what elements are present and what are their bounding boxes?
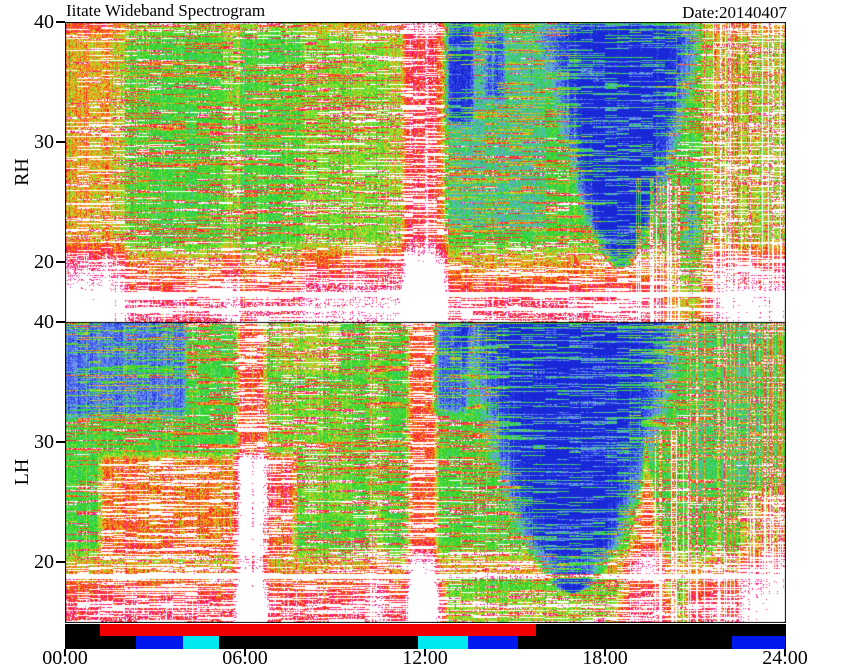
y-tick [56,141,65,143]
status-bar-row-1 [65,624,786,636]
x-tick [244,649,246,655]
status-bar-segment [467,636,518,649]
lh-panel-label: LH [10,458,33,486]
y-tick [56,261,65,263]
y-tick-label: 40 [34,311,54,333]
y-tick [56,321,65,323]
x-tick-label: 06:00 [222,647,268,668]
date-label: Date:20140407 [682,3,787,22]
x-tick [64,649,66,655]
status-bar-segment [731,636,785,649]
status-bar-segment [136,636,183,649]
status-bar-segment [65,636,137,649]
spectrogram-canvas [65,22,786,623]
x-tick [424,649,426,655]
y-tick [56,561,65,563]
x-tick [604,649,606,655]
status-bar-segment [536,624,785,636]
y-tick-label: 40 [34,11,54,33]
status-bar-segment [182,636,219,649]
status-bar-segment [218,636,419,649]
y-tick [56,21,65,23]
rh-panel-label: RH [10,158,33,186]
status-bar-segment [100,624,536,636]
page-title: Iitate Wideband Spectrogram [66,1,266,20]
x-tick-label: 12:00 [402,647,448,668]
status-bar-segment [65,624,101,636]
status-bar-row-2 [65,636,786,649]
y-tick-label: 30 [34,131,54,153]
y-tick-label: 30 [34,431,54,453]
x-tick-label: 00:00 [42,647,88,668]
x-tick [784,649,786,655]
x-tick-label: 24:00 [762,647,808,668]
status-bar-segment [418,636,468,649]
y-tick [56,441,65,443]
x-tick-label: 18:00 [582,647,628,668]
status-bar-segment [518,636,732,649]
y-tick-label: 20 [34,551,54,573]
y-tick-label: 20 [34,251,54,273]
